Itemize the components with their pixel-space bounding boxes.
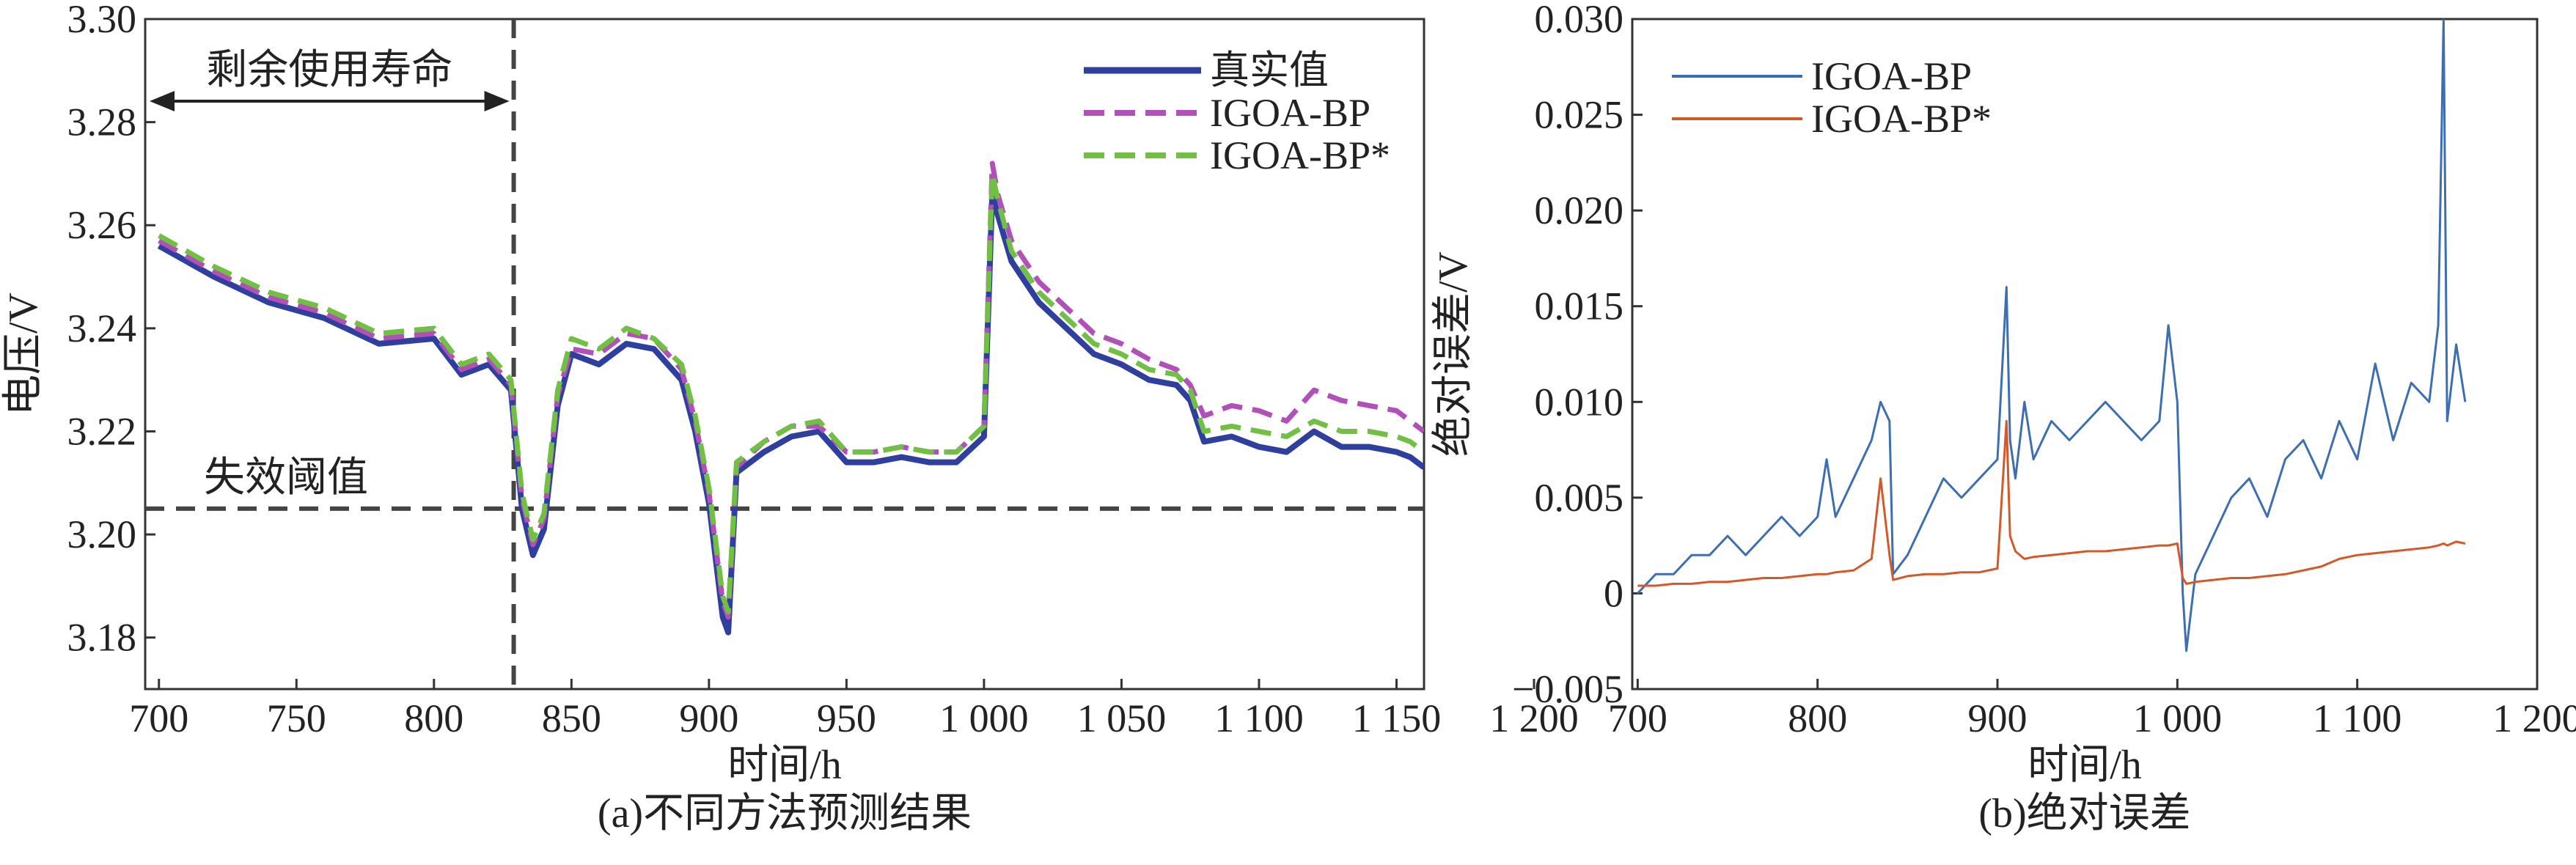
y-tick-label: 3.20 — [67, 512, 137, 556]
plot-frame — [1631, 18, 2539, 691]
x-tick-label: 800 — [404, 696, 463, 740]
failure-threshold-label: 失效阈值 — [204, 455, 368, 501]
y-axis-title: 绝对误差/V — [1431, 251, 1476, 457]
x-tick-label: 950 — [817, 696, 876, 740]
y-tick-label: 0.005 — [1535, 476, 1624, 520]
series-line-2 — [158, 171, 1424, 614]
x-tick-label: 700 — [1608, 696, 1667, 740]
x-tick-label: 1 200 — [2492, 696, 2576, 740]
y-tick-label: 3.24 — [67, 306, 137, 350]
series-group — [1637, 19, 2467, 652]
legend-label: IGOA-BP* — [1210, 133, 1390, 177]
y-tick-label: 3.18 — [67, 616, 137, 660]
series-line-0 — [157, 191, 1424, 636]
panel-caption: (b)绝对误差 — [1978, 791, 2190, 836]
y-tick-label: 0.020 — [1535, 188, 1624, 232]
y-tick-label: −0.005 — [1512, 667, 1623, 711]
x-tick-label: 850 — [542, 696, 601, 740]
rul-arrow-head-left — [150, 91, 175, 111]
x-tick-label: 900 — [679, 696, 738, 740]
series-line-1 — [1637, 419, 2466, 587]
x-tick-label: 700 — [129, 696, 188, 740]
x-axis-title: 时间/h — [727, 743, 842, 788]
legend-label: IGOA-BP — [1210, 91, 1370, 135]
y-tick-label: 0.015 — [1535, 284, 1624, 328]
x-tick-label: 1 000 — [2133, 696, 2223, 740]
y-tick-label: 0 — [1604, 571, 1623, 615]
x-tick-label: 1 200 — [1489, 696, 1579, 740]
y-tick-label: 0.010 — [1535, 380, 1624, 424]
x-tick-label: 1 100 — [1214, 696, 1304, 740]
x-tick-label: 1 050 — [1077, 696, 1167, 740]
y-tick-label: 3.30 — [67, 0, 137, 41]
x-tick-label: 750 — [267, 696, 326, 740]
panel-caption: (a)不同方法预测结果 — [598, 791, 972, 836]
x-tick-label: 1 000 — [939, 696, 1029, 740]
legend-label: IGOA-BP — [1811, 54, 1972, 98]
legend-label: 真实值 — [1210, 48, 1329, 92]
series-group — [157, 161, 1424, 636]
x-tick-label: 900 — [1968, 696, 2028, 740]
y-tick-label: 0.025 — [1535, 93, 1624, 137]
x-tick-label: 800 — [1788, 696, 1847, 740]
legend-label: IGOA-BP* — [1811, 97, 1992, 141]
x-axis-title: 时间/h — [2028, 743, 2142, 788]
x-tick-label: 1 100 — [2313, 696, 2402, 740]
x-tick-label: 1 150 — [1352, 696, 1442, 740]
y-axis-title: 电压/V — [1, 292, 46, 416]
y-tick-label: 0.030 — [1535, 0, 1624, 41]
rul-arrow-head-right — [484, 91, 510, 111]
y-tick-label: 3.26 — [67, 203, 137, 247]
panel-a-voltage-prediction: 700 750 800 850 900 950 1 000 1 050 1 100 1 150 1 … — [1, 0, 1579, 836]
panel-b-absolute-error: 700 800 900 1 000 1 100 1 200−0.00500.0050.01… — [1431, 0, 2576, 836]
y-tick-label: 3.28 — [67, 100, 137, 144]
rul-label: 剩余使用寿命 — [206, 48, 452, 93]
series-line-1 — [158, 161, 1424, 620]
series-line-0 — [1637, 19, 2467, 652]
y-tick-label: 3.22 — [67, 409, 137, 453]
plot-frame — [144, 18, 1425, 691]
